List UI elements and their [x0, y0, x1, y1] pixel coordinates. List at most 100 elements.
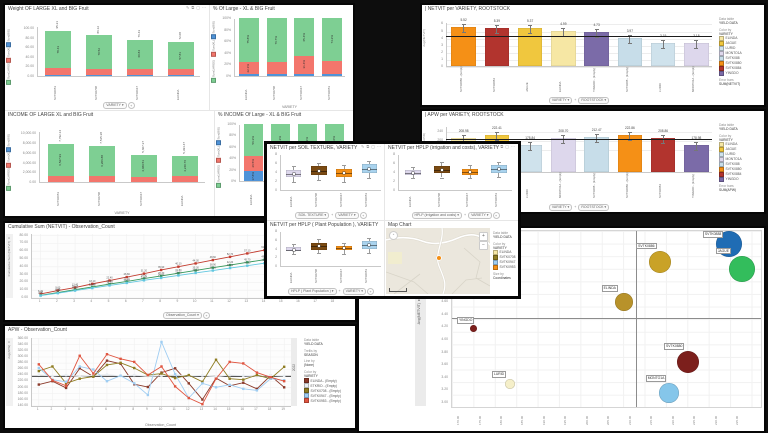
legend-item[interactable]: SVTK088: [719, 162, 742, 168]
maximize-icon[interactable]: ▢: [196, 5, 200, 10]
bar[interactable]: [650, 43, 676, 66]
legend-item[interactable]: YINGDO: [719, 71, 742, 77]
bar[interactable]: [551, 137, 576, 172]
legend-item[interactable]: SVTK0884: [719, 172, 742, 178]
bar-segment[interactable]: [243, 155, 264, 171]
axis-dropdown[interactable]: VARIETY ▾: [103, 101, 127, 109]
axis-dropdown[interactable]: SOIL TEXTURE ▾: [295, 211, 330, 219]
bar[interactable]: [584, 136, 609, 172]
maximize-icon[interactable]: ▢: [505, 144, 509, 149]
scatter-point[interactable]: [649, 250, 672, 273]
scatter-point[interactable]: [728, 255, 755, 282]
bar-segment[interactable]: [322, 60, 343, 74]
edit-icon[interactable]: ✎: [186, 5, 190, 10]
axis-dropdown[interactable]: VARIETY ▾: [335, 211, 359, 219]
menu-icon[interactable]: ⋯: [377, 144, 381, 149]
bar-segment[interactable]: [266, 74, 287, 76]
bar-segment[interactable]: [167, 69, 194, 76]
legend-item[interactable]: SVTK0947 - (Empty): [304, 393, 341, 399]
legend-item[interactable]: ELINDA - (Empty): [304, 378, 341, 384]
legend-item[interactable]: LURID: [719, 152, 742, 158]
bar-segment[interactable]: [266, 62, 287, 75]
scatter-point[interactable]: [677, 351, 700, 374]
axis-dropdown[interactable]: HPLP ( Plant Population ) ▾: [287, 287, 337, 295]
bar-segment[interactable]: [126, 74, 153, 76]
map-canvas[interactable]: [385, 227, 492, 295]
add-axis-button[interactable]: +: [359, 211, 367, 219]
scatter-point[interactable]: [504, 379, 515, 390]
bar[interactable]: [617, 134, 643, 172]
legend-item[interactable]: SVTK0884: [719, 66, 742, 72]
edit-icon[interactable]: ✎: [361, 144, 365, 149]
legend-item[interactable]: ETKRID - (Empty): [304, 383, 341, 389]
add-axis-button[interactable]: +: [127, 101, 135, 109]
legend-item[interactable]: SVTK0880: [719, 61, 742, 67]
bar-segment[interactable]: [238, 18, 259, 62]
axis-dropdown[interactable]: VARIETY ▾: [342, 287, 367, 295]
legend-item[interactable]: YINGDO: [719, 177, 742, 183]
legend-item[interactable]: ELINDA: [493, 250, 515, 256]
duplicate-icon[interactable]: ⧉: [191, 5, 195, 10]
bar-segment[interactable]: [45, 74, 72, 76]
add-axis-button[interactable]: +: [367, 287, 375, 295]
map-zoom-in-button[interactable]: +: [479, 232, 488, 241]
axis-dropdown[interactable]: VARIETY ▾: [548, 203, 573, 211]
add-axis-button[interactable]: +: [492, 211, 500, 219]
legend-item[interactable]: ELINDA: [719, 36, 742, 42]
bar[interactable]: [650, 137, 676, 172]
maximize-icon[interactable]: ▢: [371, 144, 375, 149]
bar-segment[interactable]: [126, 68, 153, 75]
bar-segment[interactable]: [294, 73, 315, 76]
bar-segment[interactable]: [167, 41, 194, 70]
duplicate-icon[interactable]: ⧉: [500, 144, 504, 149]
scatter-point[interactable]: [469, 324, 477, 332]
bar[interactable]: [484, 27, 510, 66]
legend-item[interactable]: JAGUE: [719, 147, 742, 153]
axis-dropdown[interactable]: VARIETY ▾: [548, 96, 573, 104]
legend-item[interactable]: ELINDA: [719, 142, 742, 148]
bar-segment[interactable]: [172, 176, 199, 182]
scatter-point[interactable]: [658, 383, 679, 404]
bar-segment[interactable]: [322, 73, 343, 76]
legend-item[interactable]: SVTK0953: [493, 265, 515, 271]
legend-item[interactable]: SVTK0947: [493, 260, 515, 266]
bar[interactable]: [584, 32, 609, 66]
legend-item[interactable]: LURID: [719, 46, 742, 52]
scatter-point[interactable]: [614, 293, 633, 312]
bar-segment[interactable]: [238, 61, 259, 75]
duplicate-icon[interactable]: ⧉: [366, 144, 370, 149]
axis-dropdown[interactable]: HPLP (irrigation and costs) ▾: [411, 211, 462, 219]
axis-dropdown[interactable]: ROOTSTOCK ▾: [578, 96, 610, 104]
bar-segment[interactable]: [172, 155, 199, 177]
bar[interactable]: [684, 43, 709, 66]
bar-segment[interactable]: [167, 75, 194, 76]
menu-icon[interactable]: ⋯: [202, 5, 206, 10]
bar-segment[interactable]: [322, 18, 343, 61]
legend-item[interactable]: SVTK0880: [719, 167, 742, 173]
legend-item[interactable]: MONTO1A: [719, 51, 742, 57]
axis-dropdown[interactable]: VARIETY ▾: [468, 211, 492, 219]
bar-segment[interactable]: [47, 144, 74, 176]
legend-item[interactable]: JAGUE: [719, 41, 742, 47]
map-locate-button[interactable]: ◦: [389, 231, 398, 240]
bar-segment[interactable]: [126, 39, 153, 69]
map-zoom-out-button[interactable]: −: [479, 241, 488, 250]
y-axis-label[interactable]: Avg(NETVIT) ▾: [416, 298, 421, 325]
bar-segment[interactable]: [47, 175, 74, 182]
bar-segment[interactable]: [130, 176, 157, 182]
legend-item[interactable]: SVTK0953 - (Empty): [304, 398, 341, 404]
bar-segment[interactable]: [45, 68, 72, 75]
map-marker[interactable]: [436, 255, 442, 261]
edit-icon[interactable]: ✎: [495, 144, 499, 149]
bar-segment[interactable]: [86, 35, 113, 69]
legend-item[interactable]: SVTK0708 - (Empty): [304, 388, 341, 394]
bar-segment[interactable]: [266, 18, 287, 63]
axis-dropdown[interactable]: Observation_Count ▾: [163, 311, 202, 319]
bar[interactable]: [517, 27, 543, 66]
menu-icon[interactable]: ⋯: [511, 144, 515, 149]
bar-segment[interactable]: [45, 30, 72, 69]
bar-segment[interactable]: [86, 68, 113, 75]
add-axis-button[interactable]: +: [202, 311, 210, 319]
legend-item[interactable]: MONTO1A: [719, 157, 742, 163]
bar-segment[interactable]: [130, 154, 157, 177]
